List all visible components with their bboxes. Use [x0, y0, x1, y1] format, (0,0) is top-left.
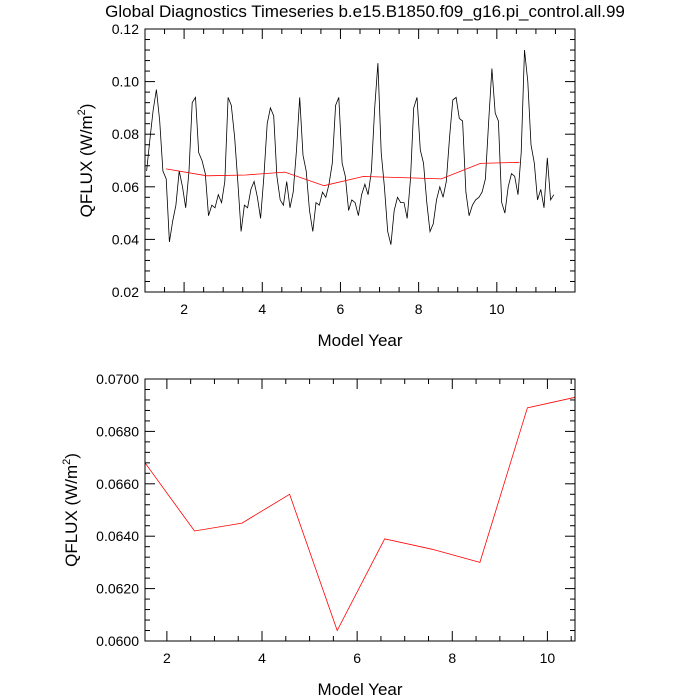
chart-panel-2: 2 4 6 8 10 0.0600 0.0620 0.0640 0.0660 0.0680 0.07…: [61, 371, 576, 699]
y-tick-label: 0.12: [112, 21, 139, 37]
y-tick-label: 0.02: [112, 284, 139, 300]
x-axis-label: Model Year: [317, 680, 402, 699]
x-tick-label: 8: [415, 301, 423, 317]
y-axis-label-close: ): [62, 453, 81, 459]
x-tick-label: 4: [258, 650, 266, 666]
plot-frame: [144, 28, 576, 293]
y-axis-label-main: QFLUX (W/m: [62, 465, 81, 567]
y-axis-label-main: QFLUX (W/m: [77, 115, 96, 217]
x-tick-label: 4: [258, 301, 266, 317]
series-line-annual: [166, 161, 520, 187]
x-tick-label: 6: [353, 650, 361, 666]
x-tick-label: 10: [540, 650, 556, 666]
chart-title: Global Diagnostics Timeseries b.e15.B185…: [105, 2, 625, 21]
y-tick-label: 0.0640: [96, 528, 139, 544]
y-tick-label: 0.0700: [96, 371, 139, 387]
x-tick-label: 2: [163, 650, 171, 666]
y-tick-label: 0.08: [112, 126, 139, 142]
chart-panel-1: 2 4 6 8 10 0.02 0.04 0.06 0.08 0.10 0.12 Model Year…: [76, 21, 576, 350]
x-tick-label: 8: [448, 650, 456, 666]
y-tick-label: 0.10: [112, 74, 139, 90]
y-tick-label: 0.0600: [96, 633, 139, 649]
y-axis-label: QFLUX (W/m2): [76, 104, 96, 218]
y-tick-label: 0.0620: [96, 581, 139, 597]
y-tick-label: 0.0660: [96, 476, 139, 492]
series-line-annual: [144, 396, 576, 632]
y-tick-label: 0.06: [112, 179, 139, 195]
y-axis-label-superscript: 2: [76, 109, 88, 115]
plot-frame: [144, 378, 576, 642]
x-tick-label: 6: [337, 301, 345, 317]
y-tick-label: 0.0680: [96, 423, 139, 439]
y-axis-label-superscript: 2: [61, 459, 73, 465]
x-tick-label: 10: [489, 301, 505, 317]
x-axis-label: Model Year: [317, 331, 402, 350]
y-axis-label-close: ): [77, 104, 96, 110]
y-tick-label: 0.04: [112, 231, 139, 247]
y-axis-label: QFLUX (W/m2): [61, 453, 81, 567]
series-line-monthly: [146, 49, 555, 245]
x-tick-label: 2: [180, 301, 188, 317]
